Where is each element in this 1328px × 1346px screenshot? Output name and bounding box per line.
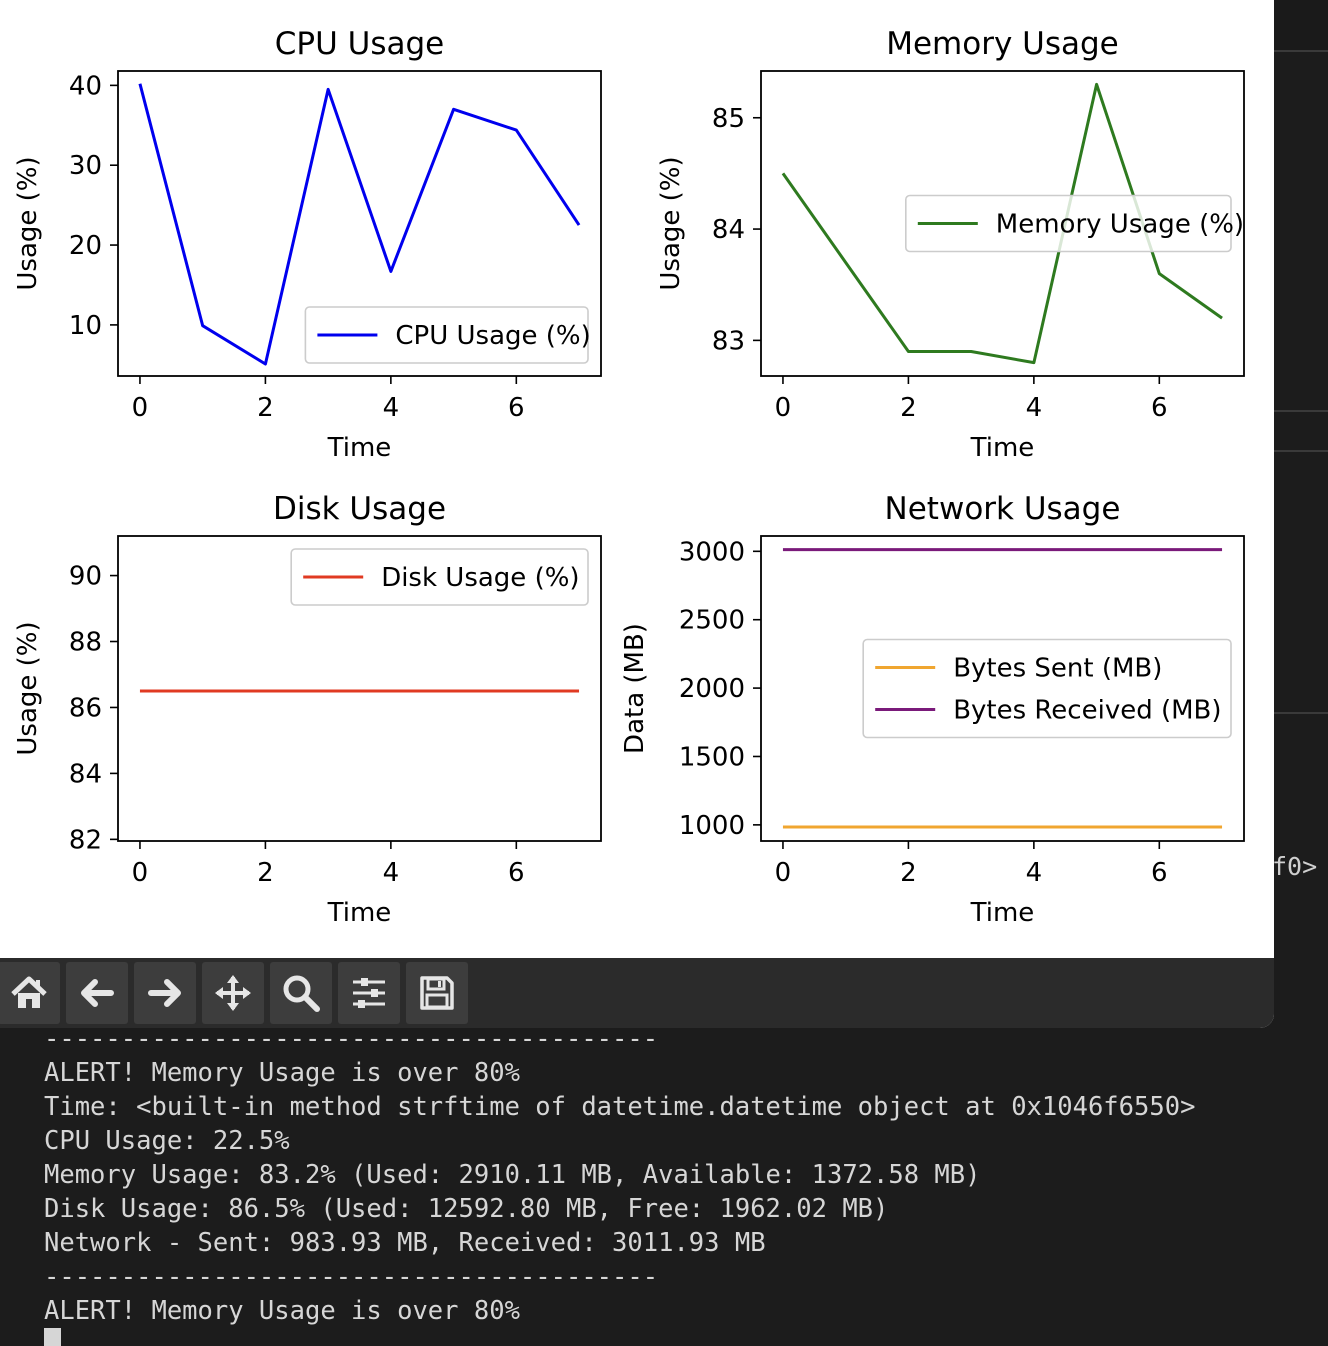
x-tick-label: 0: [775, 393, 792, 423]
legend-label: Bytes Received (MB): [953, 696, 1221, 726]
move-icon: [215, 975, 251, 1011]
chart-title: CPU Usage: [275, 26, 444, 62]
x-tick-label: 2: [900, 858, 917, 888]
forward-button[interactable]: [134, 962, 196, 1024]
terminal-line: ALERT! Memory Usage is over 80%: [44, 1296, 520, 1326]
zoom-button[interactable]: [270, 962, 332, 1024]
back-button[interactable]: [66, 962, 128, 1024]
y-tick-label: 10: [69, 311, 102, 341]
background-divider: [1274, 712, 1328, 714]
x-tick-label: 6: [1151, 393, 1168, 423]
legend-label: Bytes Sent (MB): [953, 654, 1162, 684]
x-axis-label: Time: [327, 898, 392, 928]
configure-subplots-button[interactable]: [338, 962, 400, 1024]
terminal-line: ALERT! Memory Usage is over 80%: [44, 1058, 520, 1088]
background-terminal-strip: [1274, 0, 1328, 50]
y-tick-label: 3000: [679, 537, 745, 567]
chart-title: Memory Usage: [886, 26, 1119, 62]
x-tick-label: 4: [1026, 858, 1043, 888]
legend-box: [904, 194, 1232, 253]
x-axis-label: Time: [970, 898, 1035, 928]
magnifier-icon: [283, 975, 320, 1012]
chart-title: Network Usage: [885, 491, 1121, 527]
y-tick-label: 1500: [679, 742, 745, 772]
legend-label: Disk Usage (%): [381, 563, 579, 593]
x-tick-label: 0: [132, 858, 149, 888]
home-button[interactable]: [0, 962, 60, 1024]
sliders-icon: [353, 978, 385, 1008]
y-tick-label: 84: [712, 215, 745, 245]
y-tick-label: 85: [712, 104, 745, 134]
arrow-right-icon: [148, 979, 181, 1007]
home-icon: [11, 976, 47, 1008]
y-tick-label: 83: [712, 326, 745, 356]
y-tick-label: 90: [69, 562, 102, 592]
y-tick-label: 88: [69, 628, 102, 658]
x-tick-label: 2: [257, 858, 274, 888]
legend-box: [290, 548, 589, 606]
y-tick-label: 2000: [679, 674, 745, 704]
save-button[interactable]: [406, 962, 468, 1024]
legend-label: CPU Usage (%): [395, 321, 590, 351]
y-tick-label: 20: [69, 231, 102, 261]
y-tick-label: 2500: [679, 606, 745, 636]
y-axis-label: Usage (%): [13, 156, 43, 290]
y-tick-label: 82: [69, 825, 102, 855]
background-divider: [1274, 50, 1328, 52]
axes-frame: [117, 70, 602, 377]
x-tick-label: 2: [257, 393, 274, 423]
x-tick-label: 0: [132, 393, 149, 423]
x-tick-label: 0: [775, 858, 792, 888]
x-tick-label: 4: [383, 858, 400, 888]
x-tick-label: 6: [508, 393, 525, 423]
y-tick-label: 1000: [679, 811, 745, 841]
floppy-disk-icon: [420, 976, 454, 1010]
x-axis-label: Time: [327, 433, 392, 463]
x-tick-label: 4: [1026, 393, 1043, 423]
background-divider: [1274, 410, 1328, 412]
terminal-line: Disk Usage: 86.5% (Used: 12592.80 MB, Fr…: [44, 1194, 889, 1224]
x-tick-label: 6: [508, 858, 525, 888]
x-axis-label: Time: [970, 433, 1035, 463]
y-tick-label: 40: [69, 71, 102, 101]
y-axis-label: Usage (%): [656, 156, 686, 290]
legend-box: [862, 638, 1232, 739]
terminal-line: ----------------------------------------: [44, 1024, 659, 1054]
figure-window: CPU Usage Time Usage (%) 0 2 4 6 10 20 30 40 CPU Us…: [0, 0, 1274, 1028]
arrow-left-icon: [81, 979, 114, 1007]
x-tick-label: 4: [383, 393, 400, 423]
terminal-output[interactable]: ----------------------------------------…: [0, 1024, 1328, 1346]
terminal-line: Network - Sent: 983.93 MB, Received: 301…: [44, 1228, 766, 1258]
series-line-0: [138, 83, 581, 366]
y-tick-label: 84: [69, 759, 102, 789]
legend-box: [304, 306, 589, 364]
chart-title: Disk Usage: [273, 491, 446, 527]
x-tick-label: 2: [900, 393, 917, 423]
terminal-line: Memory Usage: 83.2% (Used: 2910.11 MB, A…: [44, 1160, 981, 1190]
pan-button[interactable]: [202, 962, 264, 1024]
terminal-cursor: [44, 1328, 61, 1346]
y-tick-label: 86: [69, 693, 102, 723]
terminal-line: CPU Usage: 22.5%: [44, 1126, 290, 1156]
x-tick-label: 6: [1151, 858, 1168, 888]
background-divider: [1274, 450, 1328, 452]
terminal-line: Time: <built-in method strftime of datet…: [44, 1092, 1196, 1122]
navigation-toolbar: [0, 958, 1274, 1028]
terminal-line: ----------------------------------------: [44, 1262, 659, 1292]
y-axis-label: Data (MB): [620, 623, 650, 754]
y-axis-label: Usage (%): [13, 621, 43, 755]
background-terminal-text: f0>: [1272, 852, 1318, 881]
axes-frame: [760, 535, 1245, 842]
axes-frame: [117, 535, 602, 842]
legend-label: Memory Usage (%): [996, 210, 1244, 240]
axes-frame: [760, 70, 1245, 377]
y-tick-label: 30: [69, 151, 102, 181]
